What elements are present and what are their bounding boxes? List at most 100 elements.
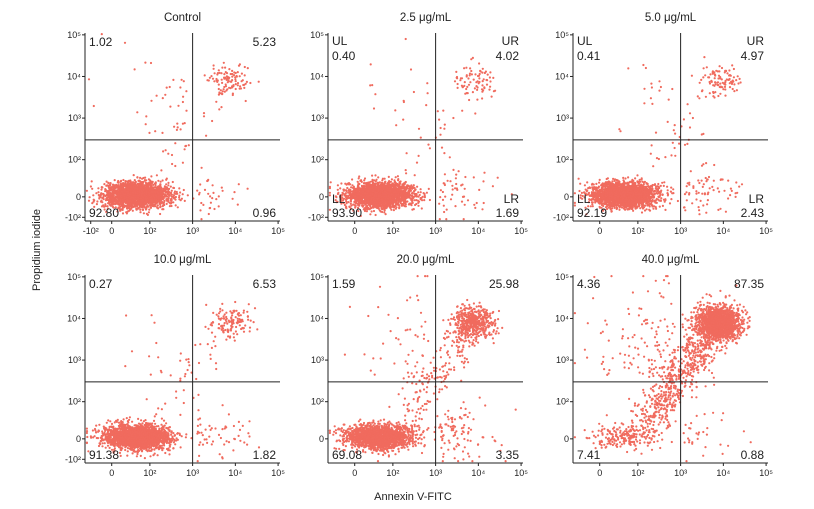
event-dot (217, 69, 220, 72)
event-dot (126, 185, 129, 188)
event-dot (357, 177, 360, 180)
event-dot (386, 182, 389, 186)
event-dot (400, 189, 403, 192)
event-dot (179, 86, 182, 89)
event-dot (136, 201, 139, 204)
event-dot (116, 210, 119, 213)
scatter-points (328, 37, 513, 221)
event-dot (167, 200, 170, 203)
event-dot (183, 148, 186, 151)
event-dot (85, 189, 88, 192)
event-dot (209, 201, 212, 204)
event-dot (384, 181, 387, 184)
event-dot (369, 213, 372, 216)
event-dot (243, 74, 246, 77)
event-dot (103, 194, 106, 197)
event-dot (218, 91, 221, 94)
event-dot (109, 184, 112, 187)
event-dot (345, 183, 348, 186)
event-dot (165, 202, 168, 205)
event-dot (183, 199, 186, 202)
x-tick-label: 10⁴ (228, 226, 242, 236)
y-tick-label: 10² (68, 155, 81, 165)
event-dot (165, 177, 168, 180)
event-dot (155, 202, 158, 205)
event-dot (231, 197, 234, 200)
event-dot (129, 208, 132, 211)
event-dot (177, 104, 180, 107)
event-dot (207, 192, 210, 195)
event-dot (148, 194, 151, 197)
event-dot (328, 191, 331, 194)
event-dot (114, 202, 117, 206)
event-dot (246, 67, 249, 70)
event-dot (126, 198, 129, 201)
event-dot (203, 74, 206, 77)
event-dot (221, 66, 224, 69)
event-dot (159, 202, 162, 205)
event-dot (185, 90, 188, 93)
event-dot (134, 200, 137, 203)
event-dot (88, 196, 91, 199)
event-dot (355, 201, 358, 204)
event-dot (328, 185, 331, 188)
event-dot (156, 190, 159, 193)
event-dot (159, 206, 162, 209)
event-dot (173, 190, 177, 193)
event-dot (104, 190, 107, 193)
event-dot (394, 200, 397, 203)
event-dot (423, 192, 426, 195)
event-dot (133, 179, 136, 182)
event-dot (415, 195, 418, 198)
event-dot (200, 201, 203, 205)
event-dot (397, 204, 401, 207)
event-dot (165, 86, 168, 89)
event-dot (419, 188, 422, 191)
x-tick-label: 10⁵ (271, 226, 285, 236)
x-tick-label: 10² (143, 226, 156, 236)
event-dot (162, 187, 165, 190)
event-dot (134, 192, 137, 195)
event-dot (146, 205, 149, 208)
event-dot (390, 178, 393, 181)
event-dot (345, 194, 348, 197)
event-dot (161, 131, 164, 134)
event-dot (364, 182, 367, 185)
event-dot (142, 188, 145, 192)
event-dot (404, 194, 407, 197)
panel-title: 2.5 μg/mL (400, 12, 452, 24)
event-dot (209, 195, 212, 198)
event-dot (136, 190, 139, 193)
event-dot (172, 201, 175, 204)
event-dot (238, 87, 241, 90)
event-dot (161, 208, 164, 211)
event-dot (388, 185, 391, 188)
event-dot (215, 77, 218, 81)
event-dot (139, 211, 142, 214)
event-dot (117, 184, 120, 187)
event-dot (241, 79, 244, 82)
event-dot (165, 190, 169, 194)
event-dot (165, 198, 168, 201)
event-dot (119, 209, 122, 212)
event-dot (150, 175, 153, 178)
event-dot (339, 187, 342, 190)
event-dot (358, 175, 361, 178)
event-dot (202, 115, 206, 118)
event-dot (164, 194, 168, 197)
event-dot (202, 112, 206, 115)
event-dot (131, 209, 134, 212)
event-dot (408, 187, 411, 190)
event-dot (211, 77, 215, 80)
event-dot (109, 182, 112, 185)
event-dot (128, 195, 131, 198)
event-dot (217, 205, 220, 208)
event-dot (199, 209, 202, 212)
event-dot (408, 202, 411, 205)
event-dot (120, 179, 123, 182)
event-dot (100, 186, 103, 189)
event-dot (119, 188, 122, 191)
event-dot (360, 179, 363, 182)
event-dot (211, 184, 214, 187)
event-dot (152, 183, 155, 186)
